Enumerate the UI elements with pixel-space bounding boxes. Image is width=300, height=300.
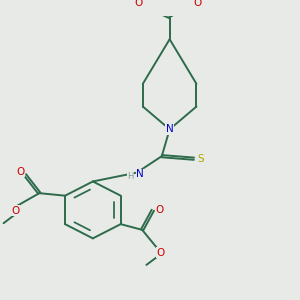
Text: N: N bbox=[166, 124, 173, 134]
Text: O: O bbox=[12, 206, 20, 216]
Text: S: S bbox=[197, 154, 204, 164]
Text: O: O bbox=[134, 0, 143, 8]
Text: O: O bbox=[193, 0, 201, 8]
Text: O: O bbox=[155, 205, 164, 214]
Text: O: O bbox=[16, 167, 25, 177]
Text: N: N bbox=[136, 169, 144, 179]
Text: H: H bbox=[127, 172, 134, 181]
Text: O: O bbox=[157, 248, 165, 258]
